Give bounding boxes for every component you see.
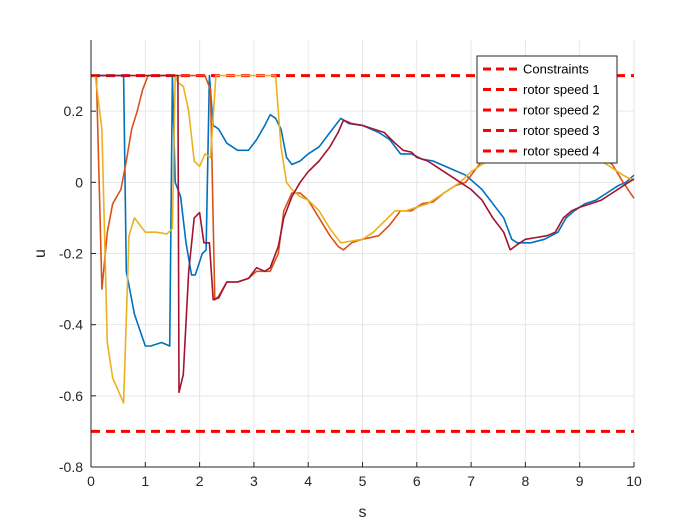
y-axis-label: u bbox=[32, 249, 49, 258]
y-tick-label: 0 bbox=[75, 174, 83, 190]
x-tick-label: 9 bbox=[576, 473, 584, 489]
y-tick-label: -0.6 bbox=[59, 388, 83, 404]
x-tick-label: 0 bbox=[87, 473, 95, 489]
series-line-1 bbox=[91, 74, 635, 347]
x-tick-label: 2 bbox=[196, 473, 204, 489]
x-tick-label: 6 bbox=[413, 473, 421, 489]
y-tick-label: -0.2 bbox=[59, 246, 83, 262]
x-tick-label: 1 bbox=[141, 473, 149, 489]
y-tick-label: -0.4 bbox=[59, 317, 83, 333]
legend-entry-label: rotor speed 4 bbox=[523, 144, 600, 159]
legend-entry-label: Constraints bbox=[523, 62, 589, 77]
legend-entry-label: rotor speed 1 bbox=[523, 82, 600, 97]
x-tick-label: 10 bbox=[626, 473, 642, 489]
x-tick-label: 3 bbox=[250, 473, 258, 489]
tick-labels: 0 1 2 3 4 5 6 7 8 9 10 -0.8 -0.6 -0.4 -0.2 0 0.2 bbox=[59, 103, 642, 489]
x-tick-label: 4 bbox=[304, 473, 312, 489]
x-tick-label: 8 bbox=[522, 473, 530, 489]
x-tick-label: 5 bbox=[359, 473, 367, 489]
x-axis-label: s bbox=[359, 504, 367, 521]
series-line-4 bbox=[91, 74, 635, 394]
legend-entry-label: rotor speed 3 bbox=[523, 123, 600, 138]
legend-entry-label: rotor speed 2 bbox=[523, 103, 600, 118]
x-tick-label: 7 bbox=[467, 473, 475, 489]
legend: Constraints rotor speed 1 rotor speed 2 rot… bbox=[476, 55, 618, 164]
y-tick-label: -0.8 bbox=[59, 459, 83, 475]
y-tick-label: 0.2 bbox=[64, 103, 84, 119]
axes bbox=[90, 40, 635, 468]
